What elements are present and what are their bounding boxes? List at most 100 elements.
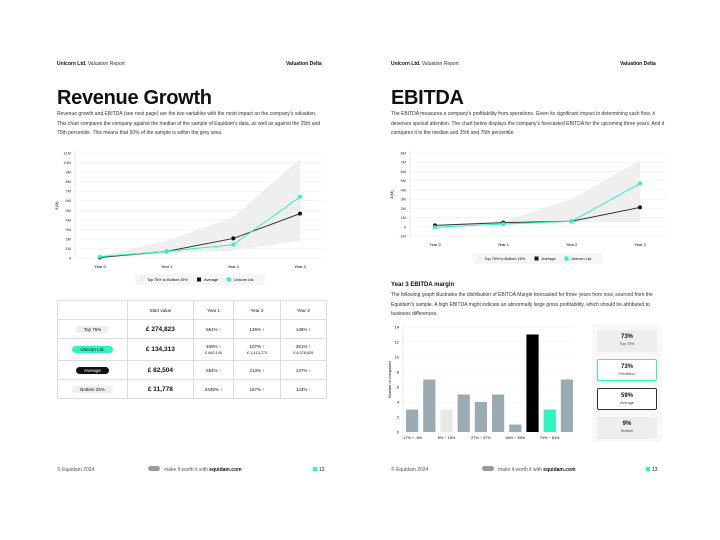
y-tick-label: 4	[397, 400, 400, 405]
unicorn-line	[434, 182, 641, 228]
legend-label: Average	[204, 278, 218, 282]
x-tick-label: 70% ~ 81%	[540, 436, 560, 440]
year-growth: 123% ↑	[279, 379, 328, 399]
legend-swatch-band	[477, 256, 482, 261]
unicorn-point	[231, 242, 236, 247]
y-tick-label: 0	[69, 256, 72, 261]
average-point	[298, 211, 302, 216]
row-label-badge: Bottom 25%	[72, 385, 113, 393]
table-row: Top 75% £ 274,823 554% ↑ 136% ↑ 148% ↑	[57, 319, 328, 339]
y-tick-label: 2M	[65, 236, 71, 241]
histogram-bar	[423, 379, 436, 432]
y-tick-label: 11M	[64, 151, 71, 156]
year-growth: 654% ↑	[192, 360, 235, 380]
histogram-bar	[474, 402, 487, 432]
ebitda-margin-histogram: 0 2 4 6 8 10 12 14 Number of companies -17% ~ -6%…	[388, 324, 575, 440]
y-tick-label: 4M	[65, 217, 71, 222]
unicorn-point	[98, 254, 102, 259]
intro-paragraph: Revenue growth and EBITDA (see next page…	[57, 111, 321, 136]
legend-swatch-average	[197, 277, 201, 282]
legend-label: Unicorn Ltd.	[234, 278, 254, 282]
card-label: Top 75%	[619, 342, 635, 346]
summary-card: 9% Bottom	[597, 417, 657, 439]
y-tick-label: 3M	[400, 197, 406, 202]
unicorn-point	[433, 225, 437, 230]
margin-summary-cards: 73% Top 75% 73% Prediction 59% Average 9% Botto…	[592, 324, 662, 442]
revenue-table: Start value Year 1 Year 2 Year 3 Top 75% £ 2…	[57, 300, 328, 399]
y-tick-label: 2M	[400, 206, 406, 211]
y-axis-label: £(M)	[54, 201, 59, 210]
footer-tagline[interactable]: make it worth it with equidam.com	[148, 466, 242, 473]
summary-card: 59% Average	[597, 388, 657, 410]
x-tick-label: Year 0	[429, 242, 441, 247]
histogram-bar	[543, 409, 556, 432]
unicorn-point	[501, 222, 506, 227]
section-label: Valuation Delta	[286, 61, 322, 67]
card-label: Prediction	[618, 372, 636, 376]
legend-label: Average	[542, 257, 556, 261]
year-growth: 136% ↑	[233, 319, 281, 339]
x-tick-label: 5% ~ 16%	[438, 436, 456, 440]
year-growth: 351% ↑ £ 6,378,829	[279, 338, 328, 361]
report-header: Unicorn Ltd. Valuation Report	[391, 61, 459, 67]
y-tick-label: 0	[404, 224, 407, 229]
y-tick-label: 1M	[400, 215, 406, 220]
table-header-row: Start value Year 1 Year 2 Year 3	[57, 300, 328, 320]
card-value: 59%	[620, 393, 633, 399]
histogram-bar	[492, 394, 505, 432]
start-value: £ 82,504	[127, 360, 194, 380]
legend-label: Top 75% to Bottom 25%	[485, 257, 526, 261]
year-value: £ 1,413,773	[247, 351, 268, 355]
y-tick-label: 12	[395, 340, 400, 345]
y-tick-label: 6M	[65, 198, 71, 203]
legend-label: Unicorn Ltd.	[572, 257, 592, 261]
revenue-growth-chart: 0 1M 2M 3M 4M 5M 6M 7M 8M 9M 10M 11M £(M) Year 0 Year …	[54, 149, 325, 285]
percentile-band	[435, 160, 640, 227]
y-tick-label: 8M	[65, 179, 71, 184]
x-tick-label: Year 1	[161, 264, 173, 269]
x-tick-label: Year 3	[294, 264, 306, 269]
card-value: 9%	[622, 421, 632, 427]
x-tick-label: Year 1	[498, 242, 510, 247]
intro-paragraph: The EBITDA measures a company's profitab…	[391, 111, 665, 136]
table-row: Unicorn Ltd. £ 134,313 408% ↑ £ 682,140 107%…	[57, 338, 328, 361]
legend-swatch-band	[140, 277, 144, 282]
y-tick-label: 0	[397, 430, 400, 435]
x-tick-label: Year 2	[566, 242, 578, 247]
table-row: Bottom 25% £ 11,778 2438% ↑ 167% ↑ 123% ↑	[57, 379, 328, 399]
section-label: Valuation Delta	[620, 61, 656, 67]
y-axis-label: Number of companies	[388, 361, 392, 398]
histogram-bar	[526, 334, 539, 432]
table-row: Average £ 82,504 654% ↑ 213% ↑ 137% ↑	[57, 360, 328, 380]
y-tick-label: 10M	[63, 160, 71, 165]
summary-card: 73% Top 75%	[597, 330, 657, 352]
year-growth: 137% ↑	[279, 360, 328, 380]
cloud-logo-icon	[148, 466, 160, 471]
footer-copyright: © Equidam 2024	[57, 467, 95, 473]
margin-paragraph: The following graph illustrates the dist…	[391, 292, 653, 317]
y-tick-label: -1M	[399, 234, 406, 239]
x-tick-label: 48% ~ 59%	[506, 436, 526, 440]
section-subtitle: Year 3 EBITDA margin	[391, 282, 455, 288]
legend-swatch-average	[534, 256, 539, 261]
unicorn-point	[298, 194, 302, 199]
y-tick-label: 8M	[400, 151, 406, 156]
page-title: EBITDA	[391, 87, 464, 109]
y-tick-label: 6	[397, 385, 400, 390]
average-point	[231, 236, 236, 241]
legend-label: Top 75% to Bottom 25%	[147, 278, 188, 282]
y-tick-label: 6M	[400, 169, 406, 174]
row-label-badge: Unicorn Ltd.	[72, 346, 113, 353]
card-value: 73%	[620, 334, 633, 340]
y-tick-label: 10	[395, 355, 400, 360]
footer-tagline[interactable]: make it worth it with equidam.com	[482, 466, 576, 473]
footer-copyright: © Equidam 2024	[391, 467, 429, 473]
x-tick-label: Year 0	[94, 264, 106, 269]
y-axis-label: £(M)	[389, 190, 394, 199]
y-tick-label: 8	[397, 370, 400, 375]
average-line	[434, 206, 641, 226]
year-growth: 107% ↑ £ 1,413,773	[233, 338, 281, 361]
start-value: £ 134,313	[127, 338, 194, 361]
unicorn-line	[99, 196, 301, 258]
histogram-bar	[457, 394, 470, 432]
